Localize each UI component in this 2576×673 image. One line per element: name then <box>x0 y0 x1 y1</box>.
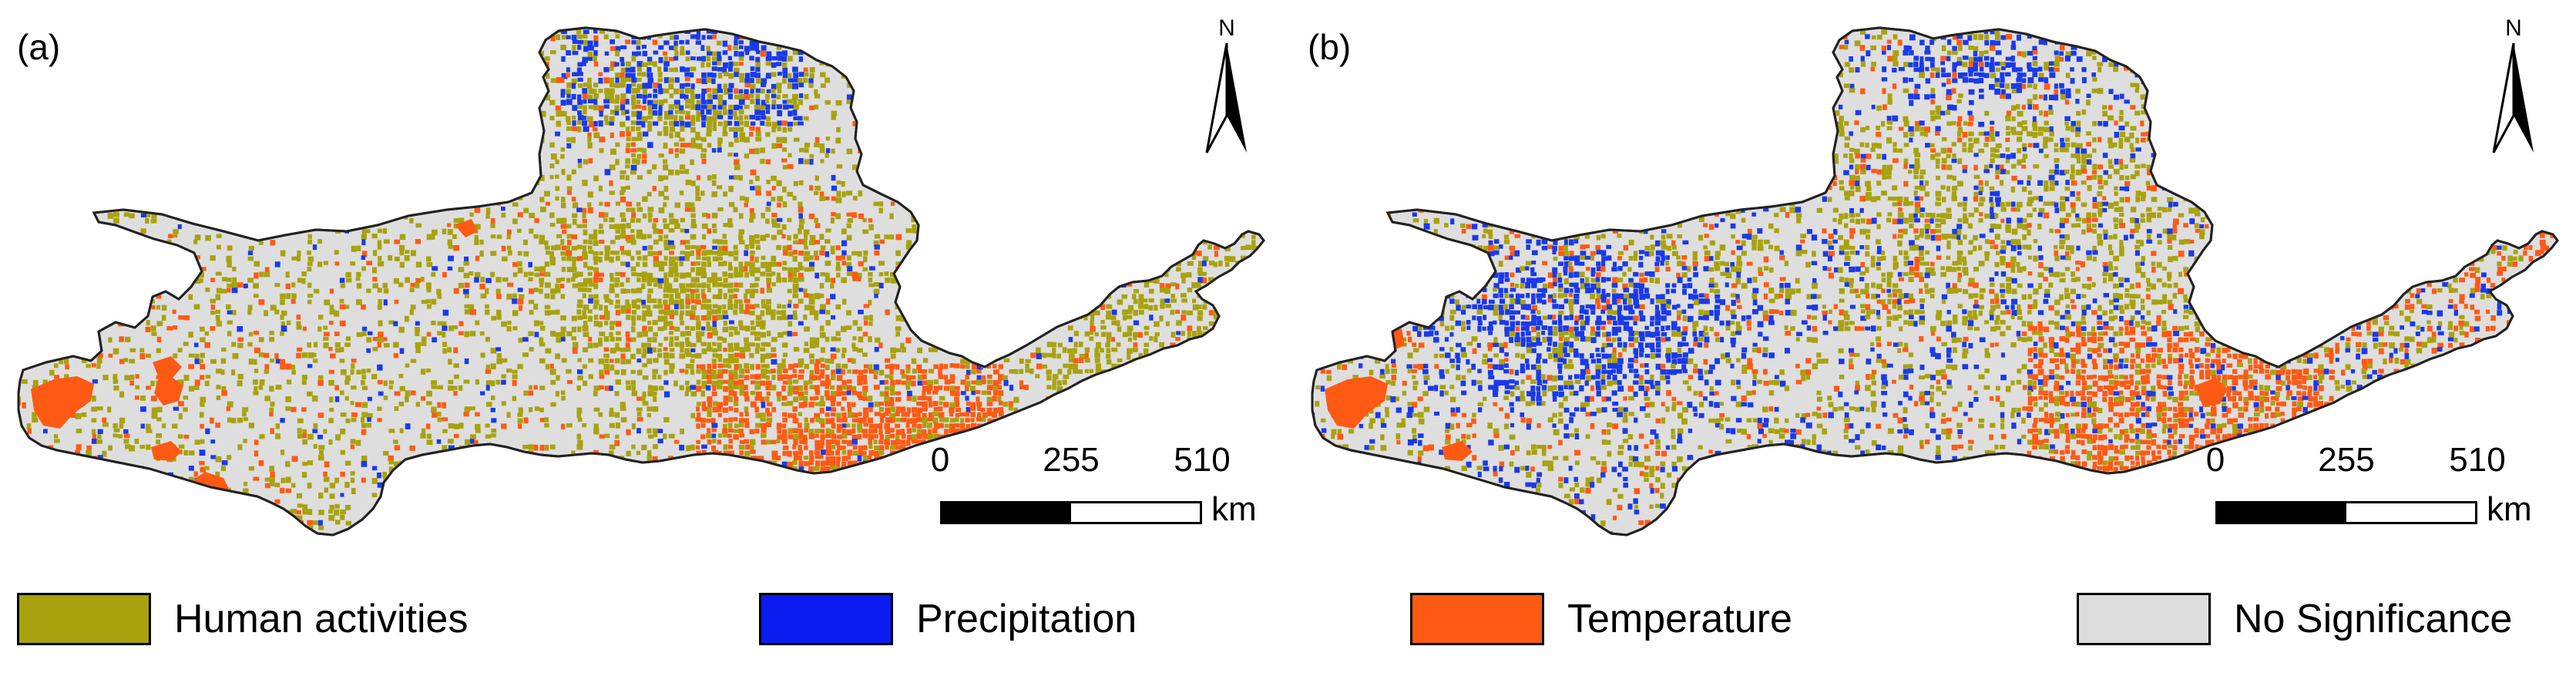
scale-tick-0: 0 <box>2205 441 2225 479</box>
temperature-patch <box>2195 378 2228 407</box>
scale-bar-graphic <box>940 501 1202 524</box>
scale-tick-255: 255 <box>1043 441 1100 479</box>
temperature-patch <box>153 356 183 405</box>
legend-label: Human activities <box>174 597 469 641</box>
map-panel-b: (b) N 0 255 510 km <box>1291 0 2576 555</box>
legend-item-no-significance: No Significance <box>2077 588 2512 650</box>
temperature-patch <box>287 193 302 216</box>
legend-label: No Significance <box>2234 597 2513 641</box>
scale-unit: km <box>2487 490 2532 528</box>
legend-item-human-activities: Human activities <box>17 588 468 650</box>
scale-tick-255: 255 <box>2318 441 2375 479</box>
legend-item-precipitation: Precipitation <box>759 588 1137 650</box>
map-panel-a: (a) N 0 255 510 km <box>0 0 1279 555</box>
map-legend: Human activities Precipitation Temperatu… <box>0 574 2576 659</box>
basin-border <box>17 26 1265 537</box>
legend-label: Temperature <box>1567 597 1792 641</box>
north-letter: N <box>2505 15 2522 41</box>
scale-bar-graphic <box>2215 501 2477 524</box>
panel-label: (a) <box>17 27 61 67</box>
legend-label: Precipitation <box>916 597 1137 641</box>
temperature-patch <box>151 441 182 461</box>
legend-swatch <box>759 593 893 645</box>
scale-unit: km <box>1211 490 1257 528</box>
scale-tick-510: 510 <box>2449 441 2506 479</box>
legend-swatch <box>2077 593 2211 645</box>
scale-tick-510: 510 <box>1174 441 1231 479</box>
temperature-patch <box>1442 441 1473 461</box>
north-arrow-icon <box>2492 42 2534 153</box>
scale-tick-0: 0 <box>930 441 950 479</box>
legend-item-temperature: Temperature <box>1410 588 1792 650</box>
basin-map-b <box>1311 26 2559 537</box>
scale-bar: 0 255 510 km <box>2192 441 2532 536</box>
temperature-patch <box>455 219 478 237</box>
basin-border <box>1311 26 2559 537</box>
legend-swatch <box>17 593 151 645</box>
scale-bar: 0 255 510 km <box>917 441 1257 536</box>
panel-label: (b) <box>1308 27 1352 67</box>
north-arrow-icon <box>1205 42 1247 153</box>
basin-map-a <box>17 26 1265 537</box>
legend-swatch <box>1410 593 1544 645</box>
temperature-patch <box>1325 376 1388 429</box>
north-letter: N <box>1218 15 1235 41</box>
temperature-patch <box>31 376 94 429</box>
